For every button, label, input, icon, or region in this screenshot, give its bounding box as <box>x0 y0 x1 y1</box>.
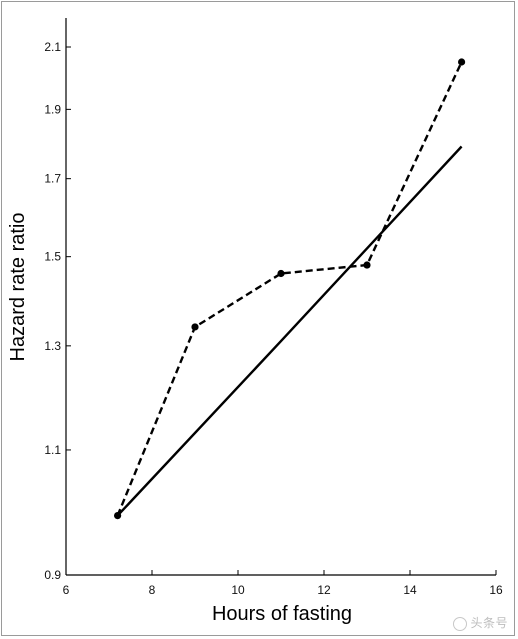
y-tick-label: 1.5 <box>44 250 61 264</box>
axes <box>65 18 496 576</box>
x-tick-label: 6 <box>63 583 70 597</box>
solid-series-line <box>116 145 463 517</box>
y-axis-title: Hazard rate ratio <box>7 213 29 362</box>
x-tick-label: 12 <box>317 583 331 597</box>
data-point <box>277 269 285 278</box>
x-tick-label: 16 <box>489 583 503 597</box>
watermark-text: 头条号 <box>470 616 508 630</box>
y-tick-label: 1.3 <box>44 339 61 353</box>
x-axis-title: Hours of fasting <box>212 603 352 625</box>
data-point <box>363 261 371 269</box>
y-tick-label: 1.1 <box>44 443 61 457</box>
ticks: 6 8 10 12 14 16 0.9 1.1 1.3 1.5 1.7 1.9 2.1 <box>44 40 503 597</box>
y-tick-label: 0.9 <box>44 568 61 582</box>
dashed-series-line <box>116 61 463 517</box>
x-tick-label: 10 <box>231 583 245 597</box>
y-tick-label: 2.1 <box>44 40 61 54</box>
watermark-badge-icon <box>453 616 468 631</box>
y-tick-label: 1.9 <box>44 102 61 116</box>
x-tick-label: 8 <box>149 583 156 597</box>
y-tick-label: 1.7 <box>44 172 61 186</box>
x-tick-label: 14 <box>403 583 417 597</box>
watermark: 头条号 <box>453 614 508 631</box>
data-point <box>191 323 199 331</box>
data-point <box>458 58 466 66</box>
series-layer <box>114 58 466 520</box>
